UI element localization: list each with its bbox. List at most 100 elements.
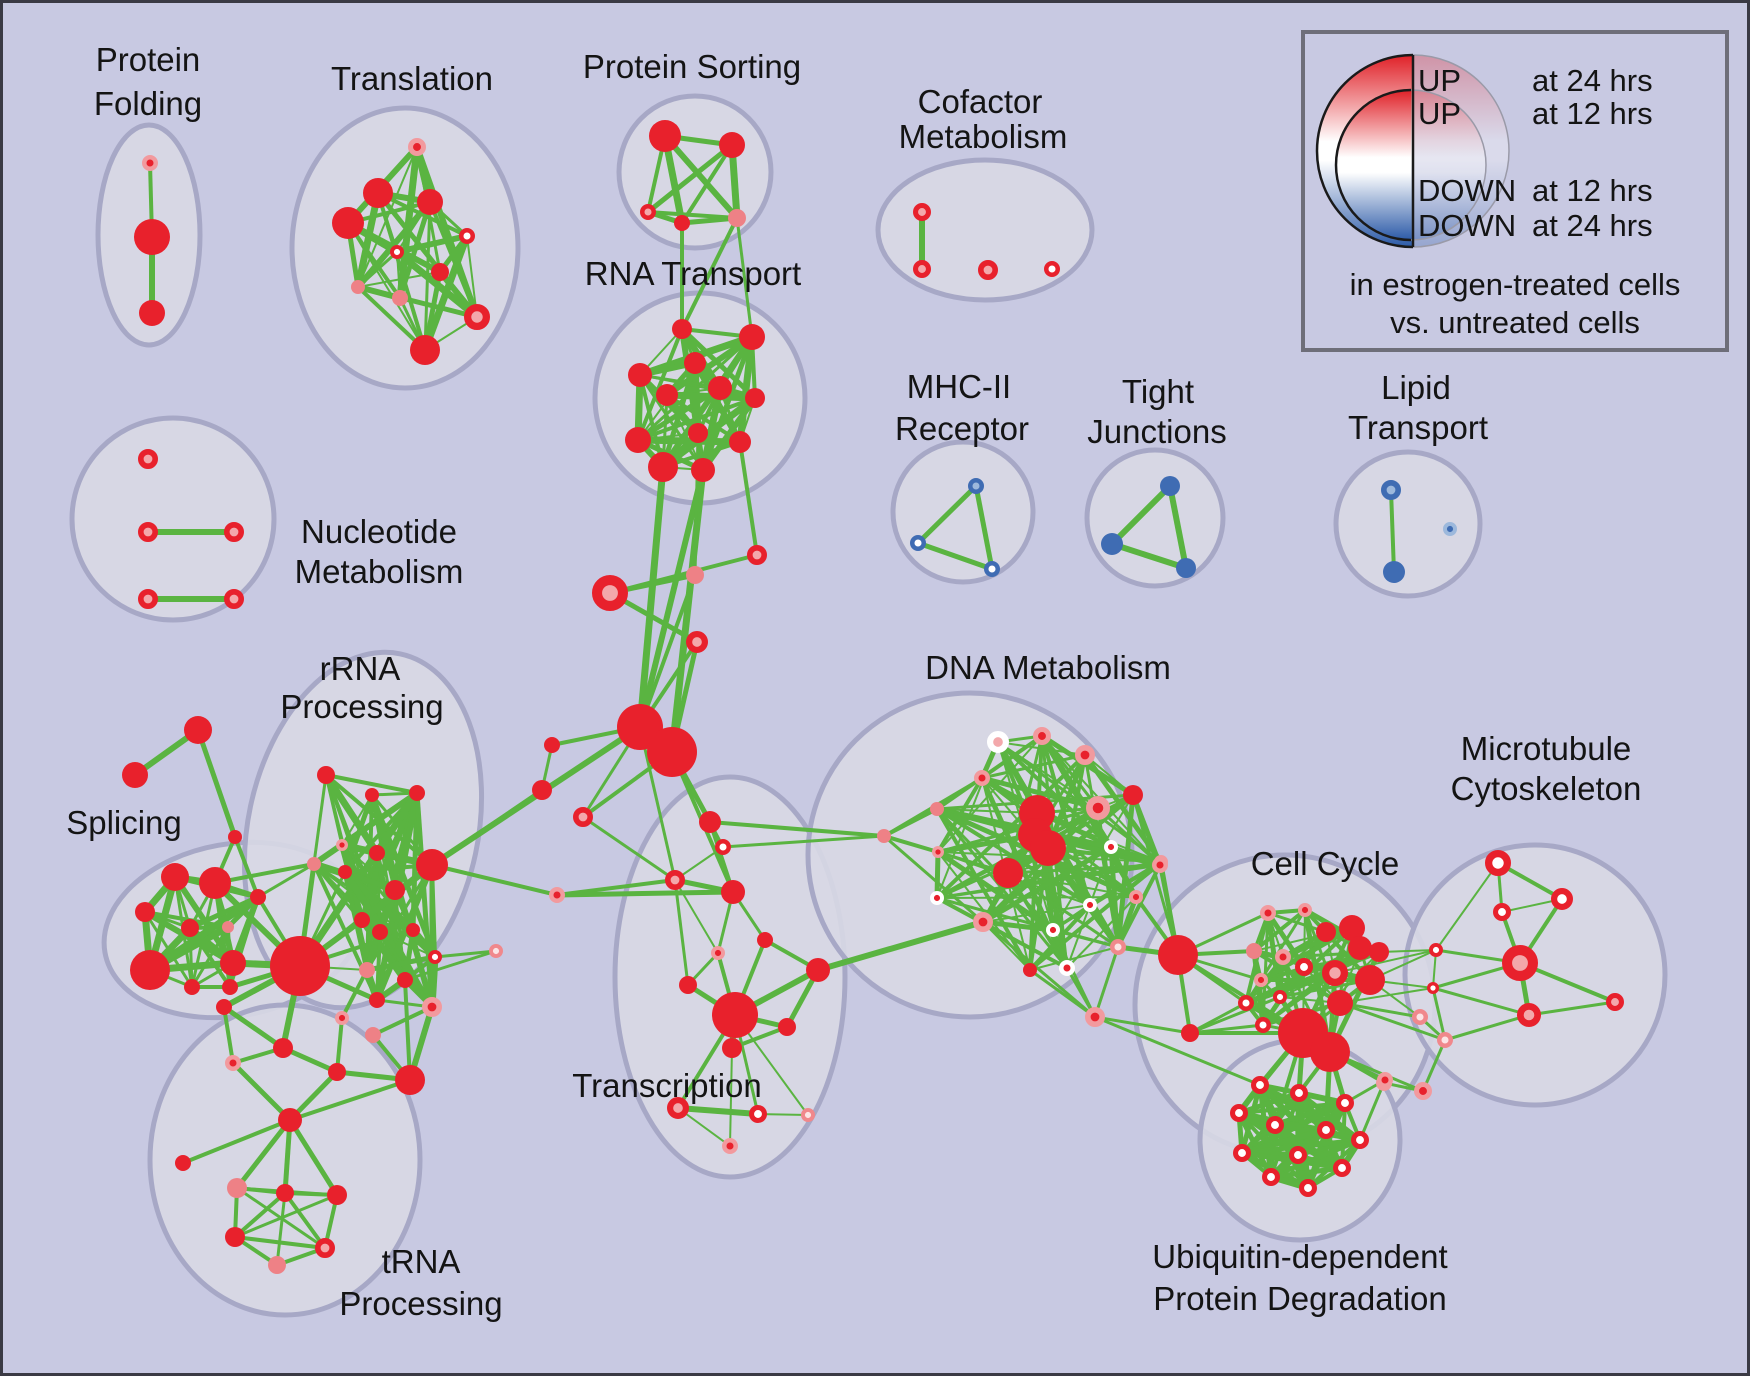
network-node xyxy=(728,209,746,227)
legend: UP at 24 hrs UP at 12 hrs DOWN at 12 hrs… xyxy=(1301,30,1729,352)
network-edge xyxy=(736,336,756,443)
network-node xyxy=(385,880,405,900)
network-node xyxy=(1075,744,1096,765)
network-edge xyxy=(356,250,399,289)
network-node xyxy=(314,1238,335,1259)
network-edge xyxy=(817,919,984,973)
network-node xyxy=(688,423,708,443)
network-edge xyxy=(403,979,412,1081)
legend-note-line1: in estrogen-treated cells xyxy=(1350,267,1681,302)
network-edge xyxy=(936,849,1055,933)
network-node xyxy=(708,376,732,400)
network-node xyxy=(1427,981,1440,994)
network-node xyxy=(877,829,891,843)
network-edge xyxy=(660,335,755,469)
network-node xyxy=(142,155,159,172)
network-edge xyxy=(1052,928,1119,949)
network-edge xyxy=(609,553,758,595)
network-edge xyxy=(396,233,468,255)
network-node xyxy=(1237,994,1254,1011)
network-edge xyxy=(366,954,436,973)
network-edge xyxy=(982,919,1054,933)
network-edge xyxy=(431,863,558,897)
network-edge xyxy=(1444,1013,1530,1042)
network-edge xyxy=(357,284,478,320)
network-node xyxy=(714,838,731,855)
network-edge xyxy=(1279,978,1371,999)
network-edge xyxy=(1238,1090,1300,1116)
network-edge xyxy=(556,889,734,898)
network-node xyxy=(686,631,709,654)
network-node xyxy=(407,138,426,157)
network-edge xyxy=(283,1191,327,1250)
network-edge xyxy=(1094,1015,1191,1035)
network-edge xyxy=(357,271,441,288)
cluster-label-rna-transport: RNA Transport xyxy=(585,255,801,292)
legend-down24-label: DOWN xyxy=(1418,208,1516,243)
cluster-label-trna-processing: Processing xyxy=(339,1285,502,1322)
network-node xyxy=(268,1256,286,1274)
network-node xyxy=(1502,944,1539,981)
cluster-shape-lipid-transport xyxy=(1333,449,1483,599)
network-node xyxy=(332,207,364,239)
network-node xyxy=(138,588,159,609)
network-edge xyxy=(883,834,939,854)
network-edge xyxy=(981,844,1113,925)
network-node xyxy=(778,1018,796,1036)
network-node xyxy=(1295,958,1314,977)
network-node xyxy=(1058,959,1075,976)
network-edge xyxy=(1130,794,1163,866)
network-node xyxy=(421,996,442,1017)
network-node xyxy=(1109,938,1126,955)
network-node xyxy=(746,544,767,565)
network-edge xyxy=(936,863,1161,900)
network-edge xyxy=(709,820,885,838)
network-edge xyxy=(637,469,706,728)
network-edge xyxy=(1435,862,1499,951)
network-node xyxy=(1151,856,1168,873)
network-edge xyxy=(1052,794,1134,931)
network-edge xyxy=(434,949,497,959)
network-node xyxy=(686,566,704,584)
network-edge xyxy=(1029,864,1161,971)
network-node xyxy=(656,384,678,406)
network-edge xyxy=(1167,485,1189,569)
network-node xyxy=(711,946,726,961)
network-node xyxy=(1436,1031,1453,1048)
network-edge xyxy=(222,1004,285,1051)
network-node xyxy=(712,992,758,1038)
network-node xyxy=(1101,533,1123,555)
network-node xyxy=(1181,1024,1199,1042)
network-edge xyxy=(402,929,416,981)
network-edge xyxy=(1189,1023,1264,1035)
network-edge xyxy=(233,836,260,898)
cluster-label-ubiquitin-degradation: Ubiquitin-dependent xyxy=(1152,1238,1447,1275)
network-node xyxy=(397,972,413,988)
network-node xyxy=(1259,904,1276,921)
network-node xyxy=(973,769,990,786)
network-node xyxy=(488,944,503,959)
network-node xyxy=(801,1107,816,1122)
network-edge xyxy=(289,1078,411,1122)
network-edge xyxy=(190,926,230,988)
network-node xyxy=(276,1184,294,1202)
network-edge xyxy=(182,1118,291,1165)
network-node xyxy=(135,902,155,922)
network-edge xyxy=(673,879,690,986)
network-node xyxy=(1262,1168,1281,1187)
network-edge xyxy=(662,134,740,220)
network-node xyxy=(722,1038,742,1058)
network-edge xyxy=(1252,908,1307,953)
network-node xyxy=(351,280,365,294)
network-edge xyxy=(1339,987,1434,1004)
layer-nodes xyxy=(122,120,1625,1274)
network-node xyxy=(806,958,830,982)
network-node xyxy=(1369,942,1389,962)
network-node xyxy=(220,950,246,976)
network-edge xyxy=(430,788,544,867)
network-node xyxy=(134,219,170,255)
network-node xyxy=(216,999,232,1015)
network-node xyxy=(334,1011,349,1026)
network-edge xyxy=(275,1192,287,1266)
